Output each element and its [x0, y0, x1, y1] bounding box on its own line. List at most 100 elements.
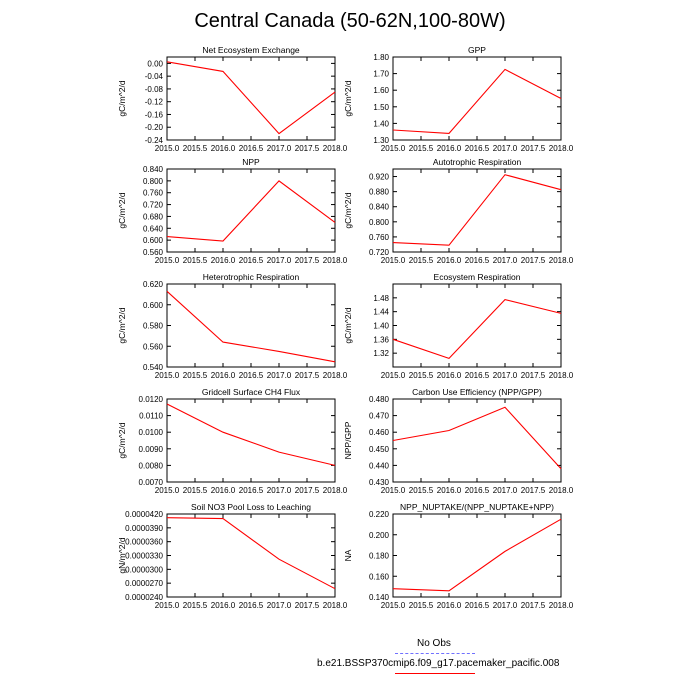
x-tick-label: 2018.0 [549, 371, 574, 380]
x-tick-label: 2017.5 [521, 486, 546, 495]
x-tick-label: 2016.0 [437, 144, 462, 153]
x-tick-label: 2018.0 [323, 371, 348, 380]
chart-0: Net Ecosystem Exchange gC/m^2/d 0.00 -0.04 -… [117, 45, 348, 153]
series-line [166, 61, 336, 135]
legend-obs-label: No Obs [417, 638, 451, 649]
y-axis-label: gC/m^2/d [343, 192, 353, 228]
x-tick-label: 2017.0 [267, 486, 292, 495]
x-tick-label: 2015.5 [183, 144, 208, 153]
series-line [392, 406, 562, 470]
x-tick-label: 2015.0 [381, 144, 406, 153]
x-tick-label: 2015.0 [381, 256, 406, 265]
chart-frame [392, 283, 562, 368]
y-tick-label: 0.840 [369, 203, 390, 212]
y-tick-label: 0.0090 [139, 445, 164, 454]
y-tick-label: 1.40 [373, 322, 389, 331]
y-tick-label: 0.140 [369, 593, 390, 602]
x-tick-label: 2015.0 [381, 601, 406, 610]
x-tick-label: 2015.0 [155, 486, 180, 495]
y-tick-label: 1.80 [373, 53, 389, 62]
y-tick-label: 0.430 [369, 478, 390, 487]
x-tick-label: 2015.0 [381, 371, 406, 380]
y-tick-label: 1.36 [373, 335, 389, 344]
x-tick-label: 2017.0 [493, 371, 518, 380]
x-tick-label: 2015.5 [409, 371, 434, 380]
chart-title: Autotrophic Respiration [433, 157, 522, 167]
chart-frame [166, 56, 336, 141]
y-tick-label: 0.0110 [139, 412, 163, 421]
series-line [166, 290, 336, 363]
y-tick-label: 0.470 [369, 412, 390, 421]
x-tick-label: 2015.5 [183, 256, 208, 265]
series-line [166, 403, 336, 466]
x-tick-label: 2016.5 [239, 144, 264, 153]
x-tick-label: 2017.0 [493, 256, 518, 265]
x-tick-label: 2015.0 [155, 144, 180, 153]
x-tick-label: 2016.0 [211, 371, 236, 380]
y-axis-label: NA [343, 549, 353, 561]
x-tick-label: 2015.5 [183, 486, 208, 495]
x-tick-label: 2017.5 [295, 256, 320, 265]
y-tick-label: 0.450 [369, 445, 390, 454]
y-tick-label: 0.720 [369, 248, 390, 257]
y-tick-label: 0.160 [369, 572, 390, 581]
x-tick-label: 2017.0 [493, 601, 518, 610]
y-tick-label: 0.920 [369, 173, 390, 182]
y-tick-label: 0.440 [369, 461, 390, 470]
series-line [392, 518, 562, 592]
x-tick-label: 2016.5 [465, 601, 490, 610]
x-tick-label: 2016.5 [239, 256, 264, 265]
y-tick-label: 0.580 [143, 322, 164, 331]
y-tick-label: -0.16 [145, 110, 164, 119]
x-tick-label: 2016.5 [465, 144, 490, 153]
y-tick-label: 0.0000360 [125, 538, 163, 547]
chart-2: NPP gC/m^2/d 0.840 0.800 0.760 0.720 0.680 0.64… [117, 157, 348, 265]
y-tick-label: 0.0000270 [125, 579, 163, 588]
y-axis-label: gN/m^2/d [117, 537, 127, 573]
chart-title: NPP_NUPTAKE/(NPP_NUPTAKE+NPP) [400, 502, 554, 512]
x-tick-label: 2015.5 [409, 256, 434, 265]
chart-title: Net Ecosystem Exchange [202, 45, 300, 55]
chart-9: NPP_NUPTAKE/(NPP_NUPTAKE+NPP) NA 0.220 0.20… [343, 502, 574, 610]
x-tick-label: 2016.5 [239, 371, 264, 380]
y-tick-label: 0.460 [369, 428, 390, 437]
y-tick-label: -0.04 [145, 72, 164, 81]
y-tick-label: 0.0080 [139, 461, 164, 470]
series-line [392, 174, 562, 246]
chart-frame [392, 513, 562, 598]
chart-frame [166, 283, 336, 368]
legend-model-label: b.e21.BSSP370cmip6.f09_g17.pacemaker_pac… [317, 658, 560, 669]
plots-canvas: Net Ecosystem Exchange gC/m^2/d 0.00 -0.04 -… [117, 45, 574, 610]
y-tick-label: 0.0000240 [125, 593, 163, 602]
y-tick-label: 0.0000300 [125, 565, 163, 574]
x-tick-label: 2015.5 [409, 601, 434, 610]
x-tick-label: 2017.0 [267, 256, 292, 265]
x-tick-label: 2015.0 [155, 371, 180, 380]
x-tick-label: 2017.0 [493, 144, 518, 153]
x-tick-label: 2016.0 [211, 144, 236, 153]
chart-frame [166, 398, 336, 483]
x-tick-label: 2017.5 [521, 371, 546, 380]
y-tick-label: 0.200 [369, 531, 390, 540]
y-tick-label: 0.800 [143, 177, 164, 186]
x-tick-label: 2018.0 [323, 256, 348, 265]
y-tick-label: 0.0120 [139, 395, 164, 404]
chart-title: Carbon Use Efficiency (NPP/GPP) [412, 387, 542, 397]
legend-obs-line [395, 653, 475, 654]
y-tick-label: 0.540 [143, 363, 164, 372]
x-tick-label: 2015.0 [155, 601, 180, 610]
y-tick-label: 1.32 [373, 349, 389, 358]
x-tick-label: 2016.0 [211, 256, 236, 265]
y-tick-label: 0.0000330 [125, 552, 163, 561]
y-axis-label: gC/m^2/d [117, 307, 127, 343]
x-tick-label: 2018.0 [323, 144, 348, 153]
chart-title: NPP [242, 157, 260, 167]
y-tick-label: 0.800 [369, 218, 390, 227]
x-tick-label: 2015.0 [381, 486, 406, 495]
y-tick-label: 1.70 [373, 70, 389, 79]
y-tick-label: 1.48 [373, 294, 389, 303]
y-axis-label: gC/m^2/d [117, 192, 127, 228]
y-tick-label: 0.600 [143, 236, 164, 245]
y-axis-label: gC/m^2/d [343, 80, 353, 116]
x-tick-label: 2016.0 [437, 371, 462, 380]
